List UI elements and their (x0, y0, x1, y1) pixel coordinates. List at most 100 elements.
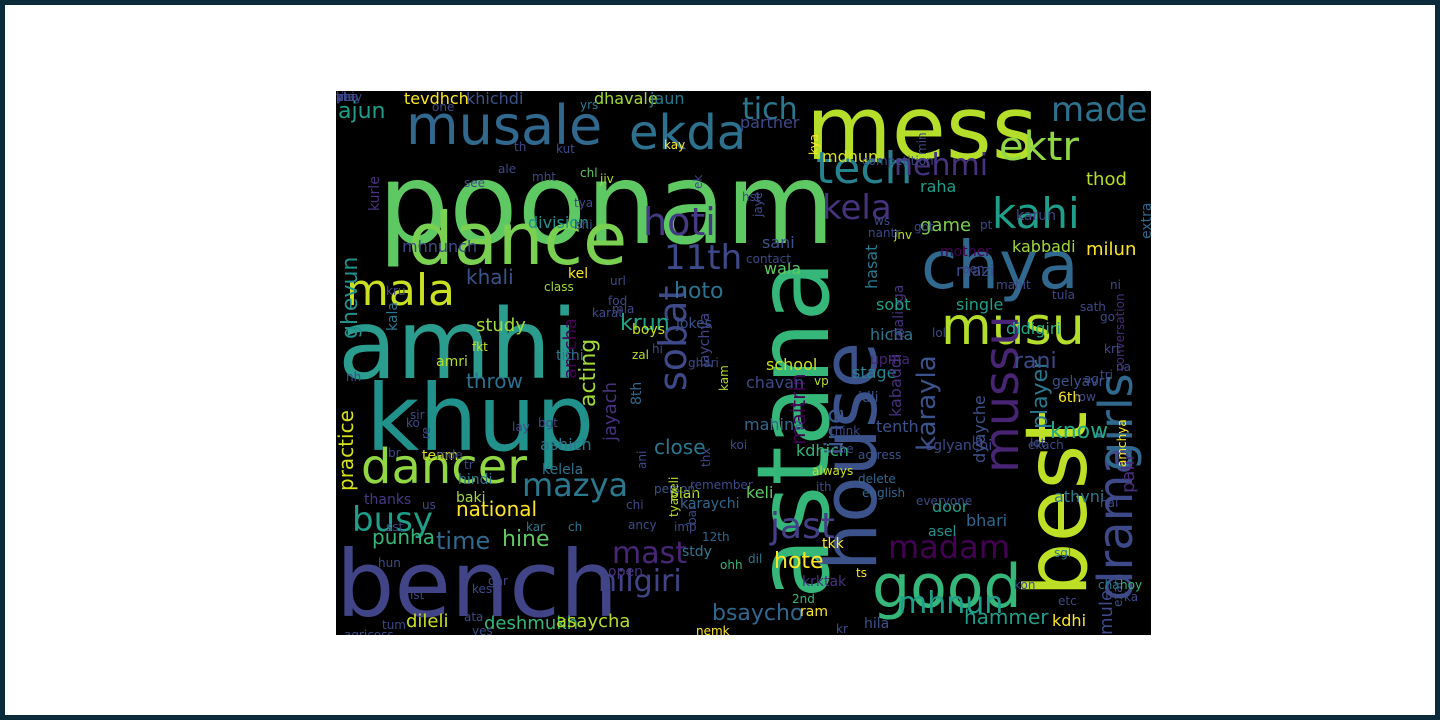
word-170: thx (699, 447, 713, 467)
word-164: imp (674, 520, 697, 534)
word-235: etc (1058, 594, 1077, 608)
word-151: kr (836, 622, 848, 635)
word-121: stdy (682, 544, 712, 560)
word-193: kya (807, 134, 821, 155)
word-169: remember (690, 478, 753, 492)
word-75: raha (920, 177, 957, 196)
word-82: mazi (956, 261, 995, 280)
word-120: karaychi (680, 496, 740, 512)
word-5: mess (806, 91, 1038, 180)
word-223: tri (1100, 368, 1113, 382)
word-199: jaye (751, 191, 765, 217)
word-123: open (608, 564, 643, 580)
word-113: hindi (458, 472, 493, 488)
word-197: mahit (996, 278, 1031, 292)
word-145: cha (1098, 578, 1120, 592)
word-100: keli (746, 483, 774, 502)
word-129: amchya (1115, 419, 1129, 467)
word-108: jokes (676, 316, 712, 332)
word-103: athvni (1054, 487, 1105, 506)
word-238: ata (464, 610, 484, 624)
word-232: ith (816, 480, 832, 494)
word-31: jast (770, 506, 835, 547)
word-72: jaun (650, 91, 685, 108)
word-217: ne (890, 326, 905, 340)
word-233: hai (1100, 496, 1119, 510)
word-181: yrs (580, 98, 599, 112)
word-237: gar (488, 574, 508, 588)
word-62: dileli (406, 611, 449, 632)
word-14: dancer (361, 439, 527, 495)
word-155: tum (382, 618, 406, 632)
word-230: think (830, 424, 861, 438)
word-158: kar (526, 520, 546, 534)
word-132: 8th (629, 381, 645, 405)
word-244: pna (336, 91, 359, 104)
word-240: br (388, 446, 401, 460)
word-130: gelyavr (1052, 374, 1105, 390)
word-45: bsaycho (712, 601, 804, 626)
word-126: hila (864, 616, 890, 632)
word-245: nhi (336, 91, 355, 104)
word-137: tkk (822, 536, 844, 552)
word-101: door (932, 497, 969, 516)
word-172: ko (406, 416, 420, 430)
word-195: min (915, 132, 929, 155)
word-178: nh (346, 370, 362, 384)
word-173: sir (410, 408, 425, 422)
word-159: ch (568, 520, 583, 534)
word-35: mhnun (898, 586, 1004, 621)
word-12: musu (941, 297, 1085, 357)
word-212: got (914, 220, 934, 234)
word-93: stage (852, 363, 897, 382)
word-214: ni (1110, 278, 1121, 292)
word-49: study (476, 315, 526, 336)
word-81: mother (940, 244, 991, 260)
word-216: sath (1080, 300, 1106, 314)
word-148: ohh (720, 558, 743, 572)
word-229: la (972, 434, 983, 448)
word-114: baki (456, 490, 486, 506)
word-163: person (654, 482, 696, 496)
word-70: khichdi (466, 91, 524, 108)
word-182: ale (498, 162, 517, 176)
word-201: url (610, 274, 626, 288)
word-187: chl (580, 166, 598, 180)
word-146: kon (1014, 578, 1036, 592)
word-53: close (654, 435, 706, 459)
word-156: hun (378, 556, 401, 570)
word-188: jiv (600, 172, 614, 186)
word-220: pen (962, 262, 985, 276)
word-34: nilgiri (598, 564, 682, 599)
word-86: extra (1139, 202, 1151, 239)
word-177: lay (512, 420, 530, 434)
word-185: mht (532, 170, 556, 184)
word-57: karayla (912, 355, 942, 451)
word-59: rani (1014, 349, 1057, 374)
word-176: bgt (538, 416, 558, 430)
word-136: class (544, 280, 574, 294)
word-166: ancy (628, 518, 657, 532)
word-200: contact (746, 252, 791, 266)
word-106: chavan (746, 373, 805, 392)
word-9: chya (921, 227, 1079, 304)
word-218: lol (932, 326, 947, 340)
word-231: che (832, 442, 854, 456)
word-94: idli (858, 390, 879, 406)
word-198: hst (742, 190, 761, 204)
word-165: tyaveli (667, 476, 681, 517)
word-65: kdhi (1052, 611, 1087, 630)
word-38: ajun (338, 99, 386, 124)
word-204: karat (592, 306, 624, 320)
word-41: hine (502, 527, 550, 552)
word-154: lst (410, 588, 425, 602)
word-84: milun (1086, 239, 1137, 260)
word-3: bench (336, 531, 619, 635)
word-142: everyone (916, 494, 973, 508)
word-140: delete (858, 472, 896, 486)
word-131: 6th (1058, 390, 1082, 406)
word-28: mazya (522, 466, 629, 504)
word-210: ws (874, 214, 891, 228)
word-119: kurle (367, 176, 383, 211)
word-cloud: poonam amhi khup bench dance mess astana house b… (336, 91, 1151, 635)
